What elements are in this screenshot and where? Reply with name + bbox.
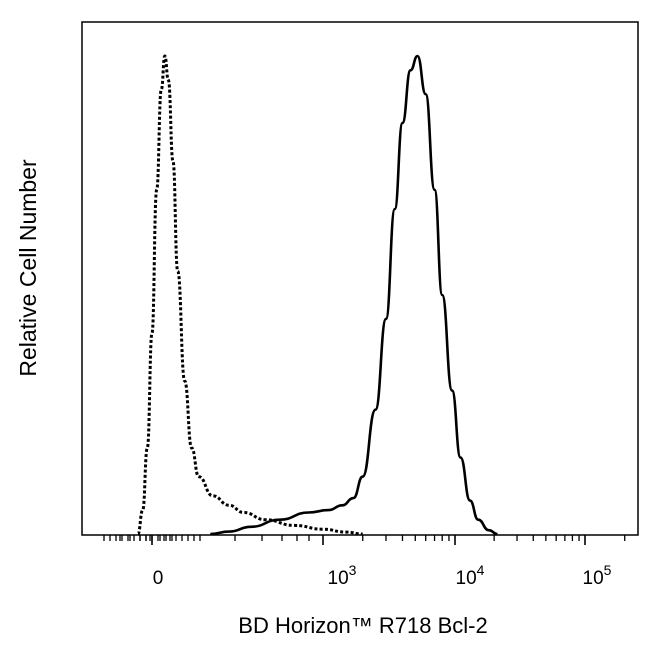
plot-frame: [81, 21, 639, 536]
x-tick-base: 10: [583, 568, 604, 589]
dotted-series-line: [136, 54, 363, 536]
x-tick-label: 105: [583, 562, 612, 589]
x-tick-label: 0: [153, 568, 164, 589]
x-tick-labels: 0 103 104 105: [153, 562, 612, 589]
x-axis-label: BD Horizon™ R718 Bcl-2: [238, 613, 487, 638]
x-tick-label: 104: [456, 562, 485, 589]
series-group: [136, 54, 498, 536]
x-tick-exponent: 5: [604, 562, 612, 578]
x-tick-label: 103: [328, 562, 357, 589]
x-axis-ticks: [103, 535, 626, 545]
x-tick-base: 10: [328, 568, 349, 589]
x-tick-base: 0: [153, 568, 164, 589]
y-axis-label: Relative Cell Number: [15, 159, 41, 377]
x-tick-base: 10: [456, 568, 477, 589]
x-tick-exponent: 3: [349, 562, 357, 578]
solid-series-line: [210, 54, 498, 536]
x-tick-exponent: 4: [477, 562, 485, 578]
